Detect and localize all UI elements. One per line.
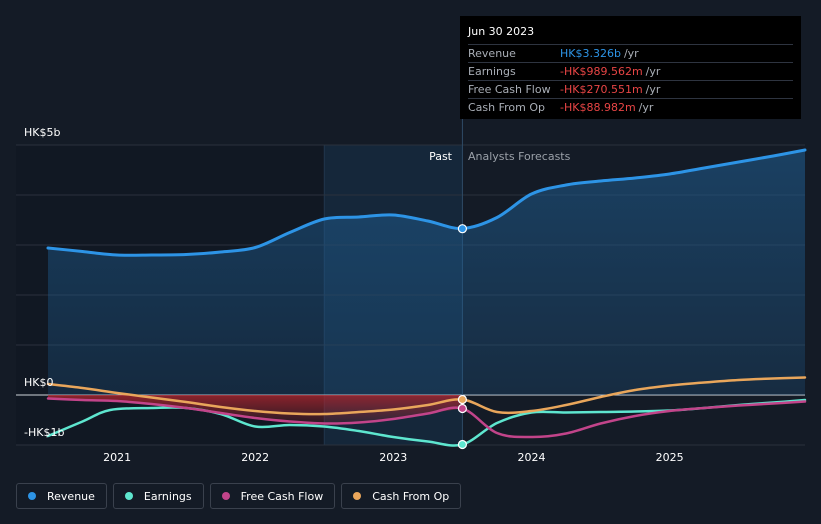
tooltip-value-amount: HK$3.326b	[560, 47, 621, 60]
x-tick-label: 2025	[656, 451, 684, 464]
series-line-free-cash-flow	[46, 397, 807, 439]
tooltip-value-amount: -HK$88.982m	[560, 101, 636, 114]
highlight-marker-revenue	[457, 224, 468, 234]
x-tick-label: 2021	[103, 451, 131, 464]
series-line-cash-from-op	[46, 376, 807, 416]
forecast-region-label: Analysts Forecasts	[468, 150, 571, 163]
tooltip-value: -HK$270.551m/yr	[560, 81, 660, 98]
legend-label: Revenue	[47, 489, 95, 503]
tooltip-key: Earnings	[468, 65, 516, 78]
highlight-marker-free-cash-flow	[457, 403, 468, 414]
tooltip-value-amount: -HK$270.551m	[560, 83, 643, 96]
legend-item-free-cash-flow[interactable]: Free Cash Flow	[209, 483, 336, 509]
tooltip-value: HK$3.326b/yr	[560, 45, 639, 62]
tooltip-date: Jun 30 2023	[468, 24, 793, 45]
past-region-label: Past	[429, 150, 453, 163]
legend-label: Free Cash Flow	[240, 489, 324, 503]
tooltip-row-earnings: Earnings -HK$989.562m/yr	[468, 63, 793, 81]
tooltip-row-cash-from-op: Cash From Op -HK$88.982m/yr	[468, 99, 793, 116]
highlight-marker-earnings	[457, 439, 468, 450]
x-tick-label: 2024	[518, 451, 546, 464]
tooltip-key: Cash From Op	[468, 101, 546, 114]
tooltip-value-unit: /yr	[645, 83, 661, 96]
tooltip-value: -HK$989.562m/yr	[560, 63, 660, 80]
legend-dot-icon	[28, 492, 36, 500]
tooltip-value: -HK$88.982m/yr	[560, 99, 653, 116]
tooltip-key: Revenue	[468, 47, 516, 60]
y-axis-bottom-label: -HK$1b	[24, 426, 64, 439]
data-tooltip: Jun 30 2023 Revenue HK$3.326b/yr Earning…	[460, 16, 801, 119]
legend-dot-icon	[124, 492, 133, 500]
tooltip-row-free-cash-flow: Free Cash Flow -HK$270.551m/yr	[468, 81, 793, 99]
tooltip-row-revenue: Revenue HK$3.326b/yr	[468, 45, 793, 63]
legend-dot-icon	[221, 492, 230, 500]
y-axis-zero-label: HK$0	[24, 376, 53, 389]
tooltip-value-unit: /yr	[645, 65, 661, 78]
x-tick-label: 2023	[379, 451, 407, 464]
x-tick-label: 2022	[241, 451, 269, 464]
tooltip-value-unit: /yr	[623, 47, 639, 60]
tooltip-value-amount: -HK$989.562m	[560, 65, 643, 78]
negative-cashflow-area	[48, 395, 463, 424]
tooltip-value-unit: /yr	[638, 101, 654, 114]
series-line-revenue	[46, 148, 807, 257]
highlight-marker-cash-from-op	[457, 394, 468, 405]
legend-label: Earnings	[143, 489, 192, 503]
tooltip-key: Free Cash Flow	[468, 83, 551, 96]
legend-item-revenue[interactable]: Revenue	[16, 483, 107, 509]
revenue-area	[48, 150, 805, 395]
chart-legend: Revenue Earnings Free Cash Flow Cash Fro…	[16, 483, 462, 509]
legend-item-cash-from-op[interactable]: Cash From Op	[341, 483, 462, 509]
legend-label: Cash From Op	[372, 489, 450, 503]
y-axis-top-label: HK$5b	[24, 126, 60, 139]
legend-item-earnings[interactable]: Earnings	[112, 483, 204, 509]
legend-dot-icon	[353, 492, 362, 500]
